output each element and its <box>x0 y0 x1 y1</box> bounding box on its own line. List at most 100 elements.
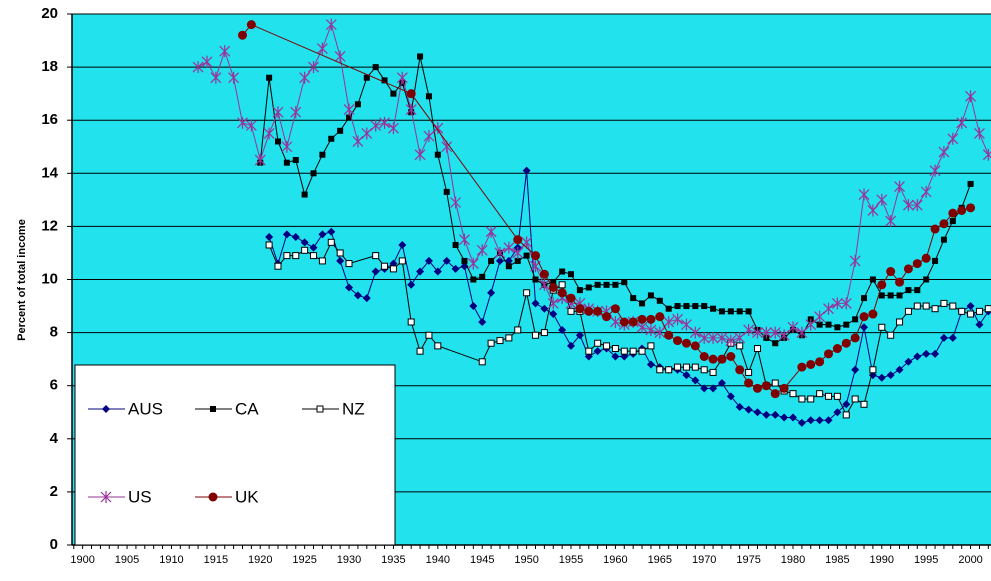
marker <box>405 103 417 116</box>
marker <box>965 90 977 103</box>
marker <box>272 106 284 119</box>
marker <box>816 390 824 398</box>
marker <box>505 334 513 342</box>
marker <box>780 413 789 422</box>
marker <box>290 106 302 119</box>
marker <box>691 363 699 371</box>
x-tick-label: 1925 <box>292 554 316 566</box>
marker <box>434 151 441 158</box>
marker <box>470 276 477 283</box>
marker <box>237 30 247 40</box>
marker <box>735 402 744 411</box>
marker <box>593 306 603 316</box>
marker <box>532 276 539 283</box>
marker <box>459 233 470 246</box>
marker <box>310 170 317 177</box>
marker <box>424 256 433 265</box>
marker <box>815 416 824 425</box>
marker <box>975 320 984 329</box>
x-tick-label: 1990 <box>870 554 894 566</box>
marker <box>683 303 690 310</box>
marker <box>788 413 797 422</box>
marker <box>787 321 799 334</box>
marker <box>708 354 718 364</box>
marker <box>869 276 876 283</box>
x-tick-label: 1940 <box>426 554 450 566</box>
marker <box>779 383 789 393</box>
marker <box>876 193 888 206</box>
marker <box>940 236 947 243</box>
marker <box>299 71 311 84</box>
marker <box>885 215 897 228</box>
marker <box>867 204 879 217</box>
marker <box>922 302 930 310</box>
marker <box>914 287 921 294</box>
marker <box>932 257 939 264</box>
marker <box>372 64 379 71</box>
marker <box>958 307 966 315</box>
marker <box>514 326 522 334</box>
marker <box>522 166 531 175</box>
marker <box>353 291 362 300</box>
marker <box>673 336 683 346</box>
marker <box>842 400 851 409</box>
marker <box>923 276 930 283</box>
x-tick-label: 1995 <box>914 554 938 566</box>
marker <box>718 308 725 315</box>
marker <box>895 365 904 374</box>
marker <box>309 243 318 252</box>
x-tick-label: 1910 <box>159 554 183 566</box>
marker <box>406 89 416 99</box>
marker <box>467 257 479 270</box>
marker <box>691 376 700 385</box>
y-tick-label: 12 <box>41 217 58 234</box>
marker <box>645 323 657 336</box>
marker <box>816 321 823 328</box>
marker <box>452 241 459 248</box>
marker <box>929 164 941 177</box>
marker <box>540 329 548 337</box>
marker <box>585 284 592 291</box>
y-tick-label: 14 <box>41 164 58 181</box>
marker <box>833 392 841 400</box>
marker <box>102 405 110 413</box>
marker <box>336 249 344 257</box>
marker <box>300 238 309 247</box>
x-tick-label: 1975 <box>736 554 760 566</box>
marker <box>646 314 656 324</box>
marker <box>538 278 550 291</box>
legend-box <box>74 364 396 546</box>
marker <box>576 287 583 294</box>
marker <box>620 347 628 355</box>
marker <box>201 55 213 68</box>
marker <box>381 77 388 84</box>
marker <box>363 74 370 81</box>
marker <box>789 390 797 398</box>
marker <box>869 366 877 374</box>
x-tick-label: 1930 <box>337 554 361 566</box>
marker <box>514 257 521 264</box>
marker <box>523 252 530 259</box>
marker <box>637 314 647 324</box>
marker <box>692 303 699 310</box>
marker <box>513 235 523 245</box>
marker <box>372 252 380 260</box>
marker <box>548 282 558 292</box>
marker <box>547 297 559 310</box>
marker <box>336 256 345 265</box>
marker <box>736 308 743 315</box>
marker <box>940 299 948 307</box>
marker <box>274 138 281 145</box>
marker <box>619 317 629 327</box>
marker <box>476 244 488 257</box>
x-tick-label: 1950 <box>514 554 538 566</box>
marker <box>568 271 575 278</box>
marker <box>761 381 771 391</box>
marker <box>362 294 371 303</box>
marker <box>905 287 912 294</box>
marker <box>316 42 328 55</box>
marker <box>327 227 336 236</box>
series-line <box>268 241 989 416</box>
legend-label: CA <box>235 399 259 418</box>
